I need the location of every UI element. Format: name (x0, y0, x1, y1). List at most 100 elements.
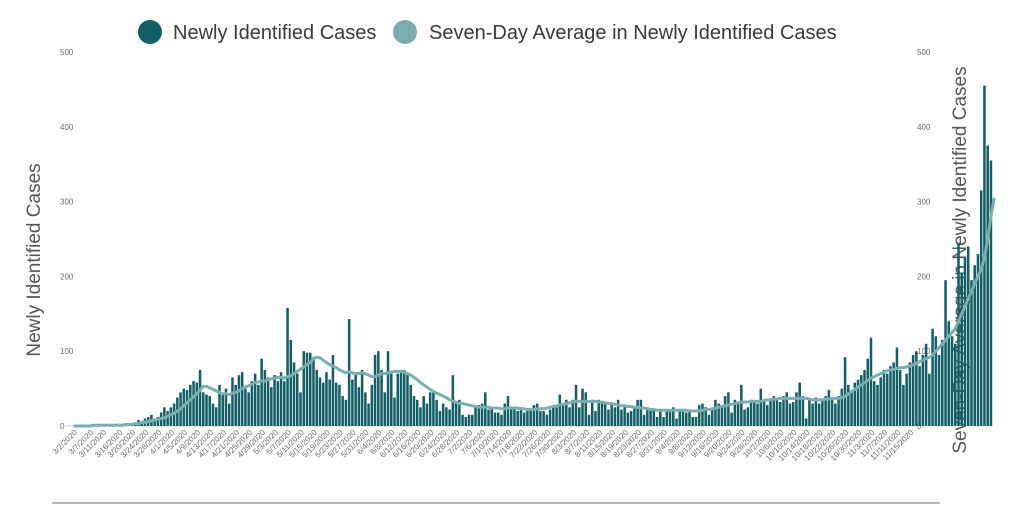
bar[interactable] (565, 399, 568, 426)
bar[interactable] (879, 377, 882, 426)
bar[interactable] (432, 392, 435, 426)
bar[interactable] (380, 369, 383, 426)
bar[interactable] (775, 399, 779, 426)
bar[interactable] (367, 403, 370, 426)
bar[interactable] (545, 414, 549, 426)
bar[interactable] (814, 397, 818, 426)
bar[interactable] (727, 392, 730, 426)
bar[interactable] (185, 390, 189, 426)
bar[interactable] (484, 392, 487, 426)
bar[interactable] (192, 381, 195, 426)
bar[interactable] (976, 253, 980, 426)
bar[interactable] (947, 321, 951, 426)
bar[interactable] (931, 328, 934, 426)
bar[interactable] (892, 362, 895, 426)
bar[interactable] (908, 362, 912, 426)
bar[interactable] (600, 403, 604, 426)
bar[interactable] (325, 372, 328, 426)
bar[interactable] (542, 411, 545, 426)
bar[interactable] (665, 409, 669, 426)
bar[interactable] (305, 352, 309, 426)
bar[interactable] (574, 384, 578, 426)
bar[interactable] (934, 336, 938, 426)
bar[interactable] (623, 405, 626, 426)
bar[interactable] (578, 407, 581, 426)
bar[interactable] (548, 409, 552, 426)
bar[interactable] (208, 396, 212, 426)
bar[interactable] (746, 407, 750, 426)
bar[interactable] (302, 351, 306, 426)
bar[interactable] (749, 399, 753, 426)
bar[interactable] (438, 411, 442, 426)
bar[interactable] (863, 369, 866, 426)
bar[interactable] (866, 358, 870, 426)
bar[interactable] (856, 379, 860, 426)
bar[interactable] (244, 388, 247, 426)
bar[interactable] (905, 373, 908, 426)
bar[interactable] (224, 388, 228, 426)
bar[interactable] (811, 403, 814, 426)
bar[interactable] (740, 384, 743, 426)
bar[interactable] (937, 354, 941, 426)
bar[interactable] (328, 379, 331, 426)
bar[interactable] (153, 418, 156, 426)
bar[interactable] (785, 392, 788, 426)
bar[interactable] (918, 366, 921, 426)
bar[interactable] (941, 339, 944, 426)
bar[interactable] (649, 409, 652, 426)
bar[interactable] (289, 339, 293, 426)
bar[interactable] (642, 414, 646, 426)
bar[interactable] (234, 384, 237, 426)
bar[interactable] (587, 414, 591, 426)
bar[interactable] (509, 409, 513, 426)
bar[interactable] (428, 392, 432, 426)
bar[interactable] (253, 373, 257, 426)
bar[interactable] (594, 411, 597, 426)
bar[interactable] (963, 257, 967, 426)
bar[interactable] (957, 242, 960, 426)
bar[interactable] (321, 382, 325, 426)
bar[interactable] (801, 396, 805, 426)
bar[interactable] (390, 373, 393, 426)
bar[interactable] (603, 403, 607, 426)
bar[interactable] (218, 384, 221, 426)
bar[interactable] (843, 357, 847, 426)
legend-item-cases[interactable]: Newly Identified Cases (138, 20, 376, 44)
bar[interactable] (341, 396, 344, 426)
bar[interactable] (902, 384, 905, 426)
bar[interactable] (827, 390, 831, 426)
bar[interactable] (681, 411, 685, 426)
bar[interactable] (286, 307, 289, 426)
bar[interactable] (490, 407, 494, 426)
bar[interactable] (704, 407, 707, 426)
bar[interactable] (830, 397, 834, 426)
bar[interactable] (791, 402, 795, 426)
bar[interactable] (227, 403, 231, 426)
bar[interactable] (808, 399, 811, 426)
bar[interactable] (522, 412, 526, 426)
bar[interactable] (759, 388, 763, 426)
bar[interactable] (273, 375, 276, 426)
bar[interactable] (804, 418, 808, 426)
bar[interactable] (169, 407, 173, 426)
bar[interactable] (493, 412, 497, 426)
bar[interactable] (296, 373, 299, 426)
bar[interactable] (448, 409, 451, 426)
bar[interactable] (697, 405, 701, 426)
bar[interactable] (299, 392, 302, 426)
bar[interactable] (260, 358, 263, 426)
bar[interactable] (480, 403, 484, 426)
bar[interactable] (425, 403, 429, 426)
bar[interactable] (860, 375, 863, 426)
bar[interactable] (156, 417, 160, 426)
bar[interactable] (756, 403, 759, 426)
bar[interactable] (373, 354, 377, 426)
bar[interactable] (986, 145, 989, 427)
bar[interactable] (694, 417, 698, 426)
bar[interactable] (189, 384, 192, 426)
bar[interactable] (584, 392, 588, 426)
bar[interactable] (351, 379, 354, 426)
bar[interactable] (847, 384, 850, 426)
bar[interactable] (506, 396, 510, 426)
bar[interactable] (882, 369, 886, 426)
